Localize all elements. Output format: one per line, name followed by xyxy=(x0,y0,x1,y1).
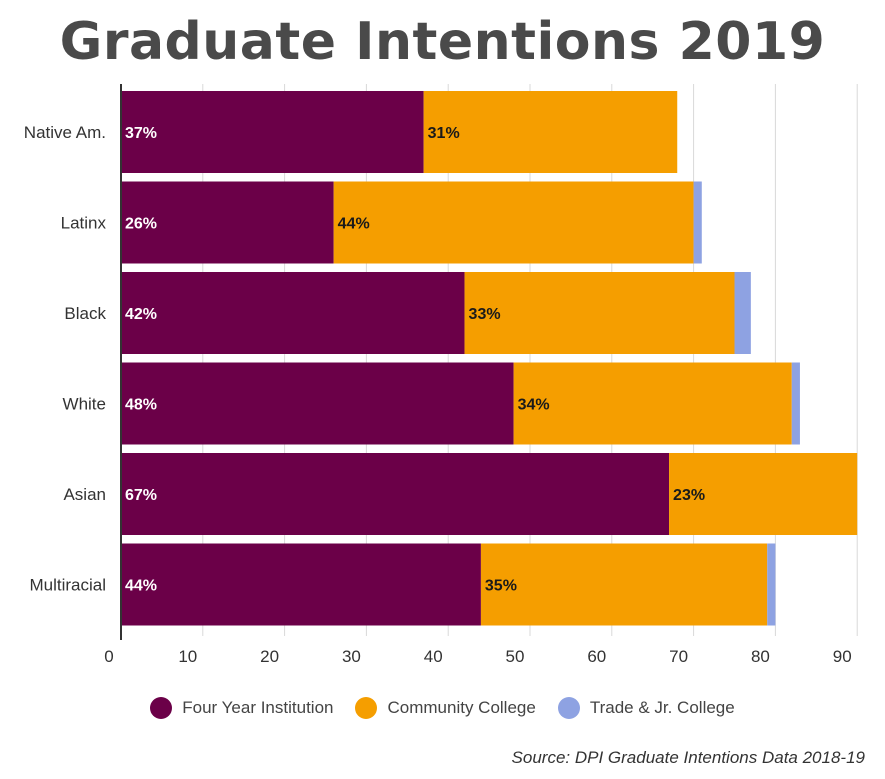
bar-segment xyxy=(121,181,334,264)
x-tick-label: 20 xyxy=(260,647,279,666)
source-note: Source: DPI Graduate Intentions Data 201… xyxy=(511,748,865,767)
y-category-label: Latinx xyxy=(61,214,107,233)
bar-segment xyxy=(693,181,702,264)
data-label: 34% xyxy=(518,397,550,414)
x-tick-label: 10 xyxy=(178,647,197,666)
data-label: 35% xyxy=(485,578,517,595)
x-tick-label: 40 xyxy=(424,647,443,666)
data-label: 44% xyxy=(338,216,370,233)
bar-segment xyxy=(480,543,768,626)
legend-swatch xyxy=(355,697,378,719)
axes: 0 10 20 30 40 50 60 70 80 90 Native Am. Latinx Black… xyxy=(24,84,852,666)
data-label: 33% xyxy=(469,306,501,323)
legend-item: Four Year Institution xyxy=(150,697,333,719)
bar-segment xyxy=(767,543,776,626)
y-category-label: White xyxy=(63,395,106,414)
x-tick-label: 90 xyxy=(833,647,852,666)
bar-segment xyxy=(734,272,751,354)
bar-segment xyxy=(121,272,465,354)
bars xyxy=(121,91,858,626)
y-category-label: Black xyxy=(64,304,106,323)
bar-segment xyxy=(464,272,735,354)
data-label: 42% xyxy=(125,306,157,323)
data-label: 67% xyxy=(125,487,157,504)
data-label: 31% xyxy=(428,125,460,142)
x-tick-label: 0 xyxy=(104,647,113,666)
chart-title: Graduate Intentions 2019 xyxy=(59,12,826,72)
bar-segment xyxy=(669,453,858,535)
legend-item: Trade & Jr. College xyxy=(557,697,735,719)
data-label: 37% xyxy=(125,125,157,142)
bar-segment xyxy=(121,543,481,626)
legend-item: Community College xyxy=(355,697,536,719)
legend-swatch xyxy=(557,697,580,719)
data-labels: 37% 31% 26% 44% 42% 33% 48% 34% 67% 23% 44% 35% xyxy=(125,125,705,595)
legend-swatch xyxy=(150,697,173,719)
legend-label: Community College xyxy=(387,698,536,717)
stacked-bar-chart: 37% 31% 26% 44% 42% 33% 48% 34% 67% 23% 44% 35% 0 10… xyxy=(24,84,858,666)
x-tick-label: 70 xyxy=(669,647,688,666)
legend: Four Year Institution Community College Tr… xyxy=(0,697,885,719)
bar-segment xyxy=(121,91,424,173)
data-label: 23% xyxy=(673,487,705,504)
x-tick-label: 30 xyxy=(342,647,361,666)
legend-label: Trade & Jr. College xyxy=(589,698,735,717)
y-category-label: Asian xyxy=(63,485,106,504)
bar-segment xyxy=(121,362,514,445)
x-tick-label: 50 xyxy=(506,647,525,666)
data-label: 48% xyxy=(125,397,157,414)
legend-label: Four Year Institution xyxy=(182,698,334,717)
bar-segment xyxy=(333,181,694,264)
data-label: 26% xyxy=(125,216,157,233)
bar-segment xyxy=(121,453,670,535)
data-label: 44% xyxy=(125,578,157,595)
x-tick-label: 60 xyxy=(587,647,606,666)
y-category-label: Multiracial xyxy=(29,576,106,595)
bar-segment xyxy=(791,362,800,445)
x-tick-label: 80 xyxy=(751,647,770,666)
bar-segment xyxy=(513,362,792,445)
bar-segment xyxy=(423,91,678,173)
y-category-label: Native Am. xyxy=(24,123,106,142)
